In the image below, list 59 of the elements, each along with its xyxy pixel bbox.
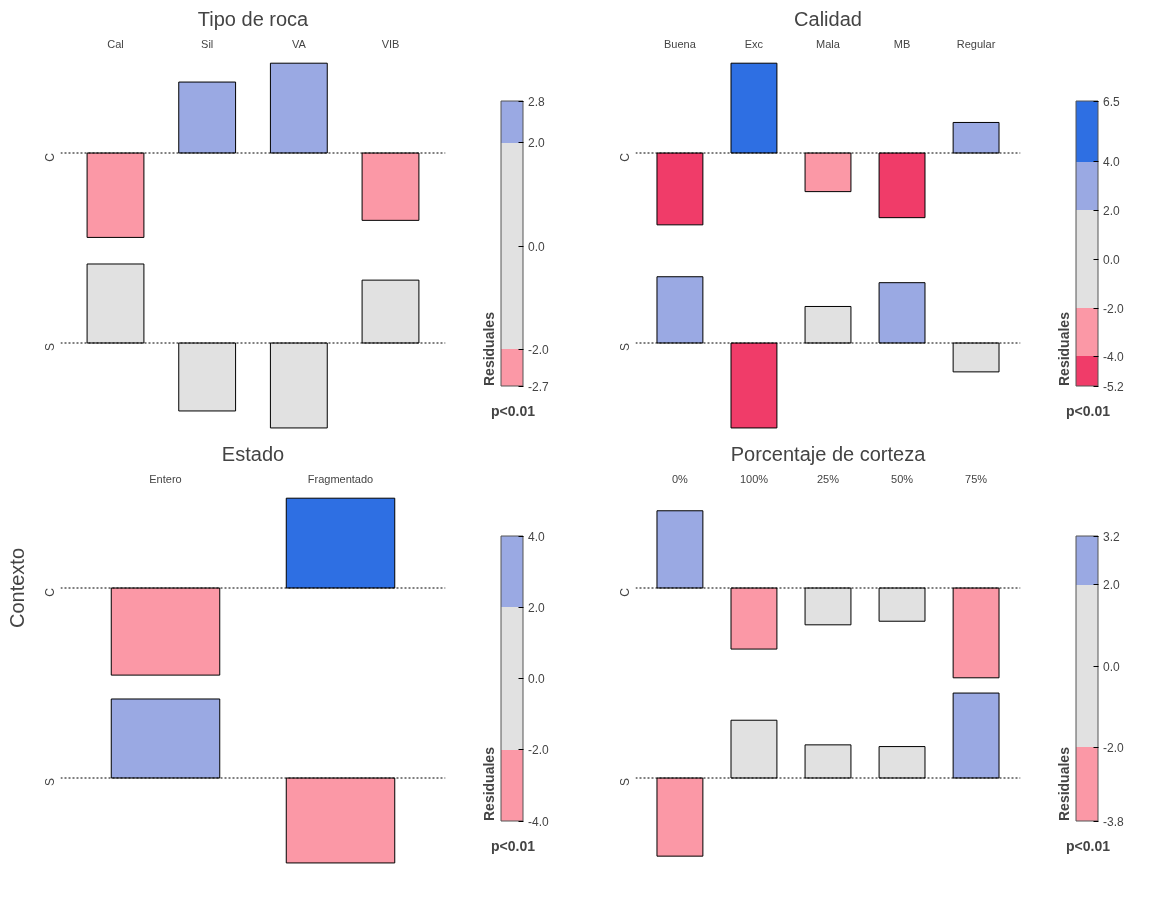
color-bar-label: -2.0 (528, 743, 549, 758)
color-bar-label: 2.0 (1103, 204, 1121, 219)
color-bar-label: 6.5 (1103, 94, 1121, 109)
color-bar-label: 2.0 (528, 135, 546, 150)
color-bar-title: Residuales (481, 746, 497, 821)
text: S (42, 342, 57, 351)
chart-title: Estado (221, 442, 285, 465)
x-tick-label: 25% (816, 472, 840, 485)
text: C (617, 587, 632, 597)
x-tick-label: 75% (965, 472, 988, 485)
color-bar-label: 2.0 (1103, 578, 1121, 593)
text: p<0.01 (491, 837, 536, 854)
color-bar-title: Residuales (1056, 746, 1072, 821)
color-bar-label: 0.0 (1103, 252, 1121, 267)
color-bar-label: 2.8 (528, 94, 546, 109)
text: S (42, 777, 57, 786)
text: p<0.01 (1066, 402, 1111, 419)
color-bar-label: 0.0 (1103, 659, 1121, 674)
color-bar-label: 3.2 (1103, 529, 1121, 544)
color-bar-label: -4.0 (1103, 350, 1124, 365)
x-tick-label: Fragmentado (307, 472, 374, 485)
x-tick-label: Cal (107, 37, 124, 50)
chart-title: Tipo de roca (197, 7, 310, 30)
color-bar-label: 0.0 (528, 239, 546, 254)
x-tick-label: 0% (671, 472, 689, 485)
x-tick-label: 100% (739, 472, 769, 485)
text: S (617, 777, 632, 786)
x-tick-label: Sil (201, 37, 214, 50)
x-tick-label: MB (893, 37, 911, 50)
x-tick-label: VA (291, 37, 307, 50)
x-tick-label: 50% (891, 472, 914, 485)
chart-title: Calidad (794, 7, 862, 30)
color-bar-title: Residuales (1056, 311, 1072, 386)
text: C (617, 152, 632, 162)
x-tick-label: Entero (149, 472, 182, 485)
y-axis-title: Contexto (5, 547, 28, 629)
color-bar-label: 2.0 (528, 600, 546, 615)
text: C (42, 152, 57, 162)
color-bar-label: -2.0 (1103, 301, 1124, 316)
color-bar-label: -4.0 (528, 814, 549, 829)
text: S (617, 342, 632, 351)
color-bar-label: 4.0 (528, 529, 546, 544)
color-bar-label: 4.0 (1103, 155, 1121, 170)
x-tick-label: VIB (381, 37, 400, 50)
color-bar-label: -5.2 (1103, 379, 1124, 394)
text: p<0.01 (491, 402, 536, 419)
text: p<0.01 (1066, 837, 1111, 854)
color-bar-label: -2.0 (1103, 741, 1124, 756)
x-tick-label: Buena (664, 37, 697, 50)
color-bar-label: -2.0 (528, 343, 549, 358)
color-bar-label: 0.0 (528, 672, 546, 686)
x-tick-label: Regular (956, 37, 996, 50)
color-bar-label: -2.7 (528, 379, 549, 394)
x-tick-label: Exc (744, 37, 764, 50)
color-bar-label: -3.8 (1103, 814, 1124, 829)
chart-title: Porcentaje de corteza (730, 442, 927, 465)
text: C (42, 587, 57, 597)
x-tick-label: Mala (816, 37, 841, 50)
color-bar-title: Residuales (481, 311, 497, 386)
